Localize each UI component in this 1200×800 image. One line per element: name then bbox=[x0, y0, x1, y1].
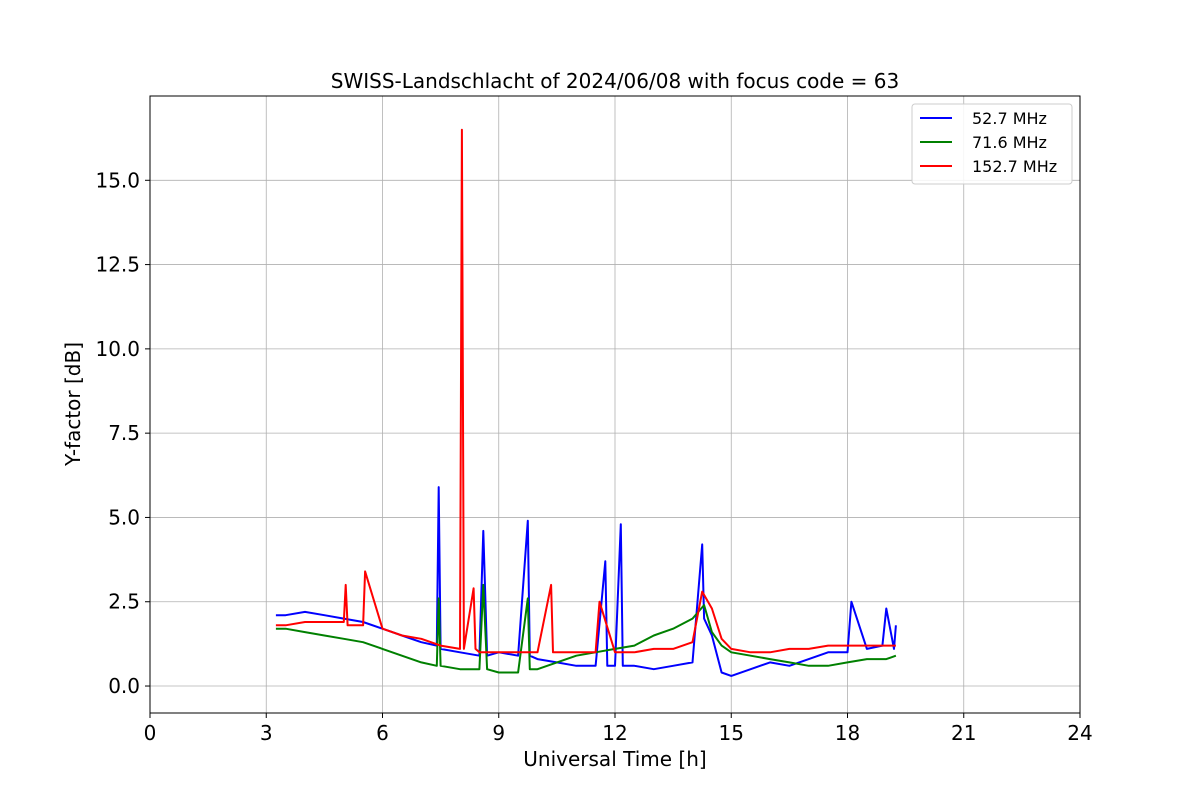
legend-label: 52.7 MHz bbox=[972, 109, 1047, 128]
y-tick-label: 7.5 bbox=[108, 421, 140, 445]
axis-ticks: 0 3 6 9 12 15 18 21 24 0.0 2.5 5.0 7.5 10.0 12.5 15.0 bbox=[95, 168, 1092, 745]
x-tick-label: 9 bbox=[492, 721, 505, 745]
y-tick-label: 0.0 bbox=[108, 674, 140, 698]
legend: 52.7 MHz 71.6 MHz 152.7 MHz bbox=[911, 103, 1073, 185]
y-tick-label: 15.0 bbox=[95, 168, 140, 192]
series-line-3 bbox=[275, 128, 896, 654]
series-line-2 bbox=[275, 583, 897, 674]
y-axis-label: Y-factor [dB] bbox=[61, 342, 85, 467]
series-lines bbox=[275, 128, 897, 677]
x-tick-label: 12 bbox=[602, 721, 627, 745]
x-tick-label: 6 bbox=[376, 721, 389, 745]
x-axis-label: Universal Time [h] bbox=[523, 747, 706, 771]
y-tick-label: 12.5 bbox=[95, 253, 140, 277]
chart-title: SWISS-Landschlacht of 2024/06/08 with fo… bbox=[331, 69, 899, 93]
y-tick-label: 5.0 bbox=[108, 505, 140, 529]
x-tick-label: 18 bbox=[835, 721, 860, 745]
x-tick-label: 3 bbox=[260, 721, 273, 745]
legend-label: 152.7 MHz bbox=[972, 157, 1057, 176]
x-tick-label: 24 bbox=[1067, 721, 1092, 745]
x-tick-label: 21 bbox=[951, 721, 976, 745]
x-tick-label: 15 bbox=[719, 721, 744, 745]
legend-label: 71.6 MHz bbox=[972, 133, 1047, 152]
y-tick-label: 2.5 bbox=[108, 590, 140, 614]
x-tick-label: 0 bbox=[144, 721, 157, 745]
series-line-1 bbox=[275, 486, 897, 677]
legend-box bbox=[911, 103, 1073, 185]
y-tick-label: 10.0 bbox=[95, 337, 140, 361]
